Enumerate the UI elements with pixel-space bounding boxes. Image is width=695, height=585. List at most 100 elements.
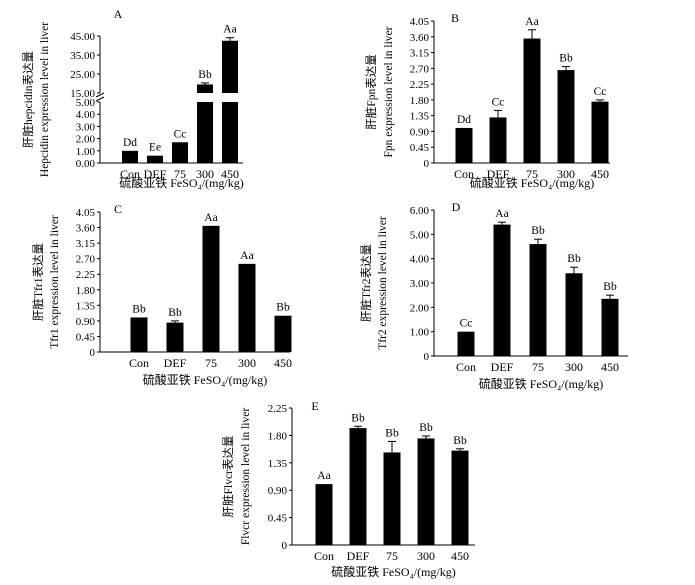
- y-tick-label: 2.25: [410, 79, 430, 91]
- y-tick-label: 0.90: [268, 485, 288, 497]
- y-axis-title-en: Fpn expression level in liver: [383, 26, 395, 157]
- y-tick-label: 25.00: [70, 69, 95, 81]
- bar: [274, 315, 292, 352]
- x-axis-title: 硫酸亚铁 FeSO₄/(mg/kg): [479, 376, 604, 391]
- significance-label: Bb: [198, 69, 212, 81]
- y-tick-label: 1.80: [268, 430, 288, 442]
- bar: [202, 225, 220, 352]
- y-tick-label: 45.00: [70, 31, 95, 43]
- y-axis-title-cn: 肝脏Tfr1表达量: [31, 243, 45, 321]
- y-tick-label: 1.00: [76, 146, 96, 158]
- y-tick-label: 6.00: [410, 205, 430, 217]
- x-tick-label: Con: [314, 549, 334, 563]
- axis-break-mark: [95, 96, 105, 102]
- panel-label: C: [114, 202, 122, 216]
- bar: [349, 428, 367, 545]
- y-tick-label: 5.00: [410, 229, 430, 241]
- x-tick-label: DEF: [164, 356, 187, 370]
- significance-label: Aa: [204, 212, 217, 224]
- x-tick-label: 300: [417, 549, 435, 563]
- significance-label: Bb: [168, 307, 182, 319]
- panel-label: D: [452, 200, 461, 214]
- y-tick-label: 0: [424, 158, 430, 170]
- y-tick-label: 1.80: [76, 285, 96, 297]
- y-tick-label: 35.00: [70, 50, 95, 62]
- significance-label: Bb: [351, 412, 365, 424]
- significance-label: Cc: [492, 96, 505, 108]
- y-tick-label: 1.35: [410, 111, 430, 123]
- panel-b: B 0 0.45 0.90 1.35 1.80 2.25 2.70 3.15 3.60 4.05 Dd…: [364, 11, 610, 190]
- x-tick-label: 300: [557, 167, 575, 181]
- axis-break-mark: [95, 92, 105, 98]
- y-tick-label: 2.25: [76, 269, 96, 281]
- significance-label: Cc: [174, 128, 187, 140]
- x-tick-label: Con: [454, 167, 474, 181]
- y-tick-label: 5.00: [76, 97, 96, 109]
- x-axis-title: 硫酸亚铁 FeSO₄/(mg/kg): [143, 372, 268, 387]
- y-tick-label: 2.00: [410, 302, 430, 314]
- bar: [197, 102, 213, 163]
- y-tick-label: 3.00: [410, 278, 430, 290]
- y-tick-label: 0: [424, 351, 430, 363]
- y-tick-label: 0.45: [76, 331, 96, 343]
- x-tick-label: DEF: [144, 167, 167, 181]
- significance-label: Aa: [317, 470, 330, 482]
- x-tick-label: 300: [238, 356, 256, 370]
- y-axis-title-cn: 肝脏Tfr2表达量: [359, 244, 373, 322]
- y-tick-label: 0: [282, 540, 288, 552]
- x-tick-label: 300: [565, 360, 583, 374]
- x-tick-label: Con: [456, 360, 476, 374]
- bar: [591, 101, 609, 163]
- panel-label: A: [114, 7, 123, 21]
- x-tick-label: 450: [601, 360, 619, 374]
- bar: [147, 155, 163, 163]
- y-tick-label: 4.05: [76, 207, 96, 219]
- bar: [197, 84, 213, 93]
- y-axis-title-en: Hepcidin expression level in liver: [39, 22, 51, 177]
- bar: [457, 331, 475, 356]
- panel-d: D 0 1.00 2.00 3.00 4.00 5.00 6.00 Cc Con Aa DEF Bb 75…: [359, 200, 628, 391]
- significance-label: Ee: [149, 142, 161, 154]
- significance-label: Aa: [525, 16, 538, 28]
- y-tick-label: 0.00: [76, 158, 96, 170]
- x-tick-label: DEF: [491, 360, 514, 374]
- y-tick-label: 1.35: [76, 300, 96, 312]
- x-axis-title: 硫酸亚铁 FeSO₄/(mg/kg): [331, 564, 456, 579]
- y-tick-label: 0.45: [410, 142, 430, 154]
- bar: [130, 317, 148, 352]
- y-tick-label: 0.90: [410, 126, 430, 138]
- bar: [383, 452, 401, 545]
- x-axis-title: 硫酸亚铁 FeSO₄/(mg/kg): [470, 175, 595, 190]
- bar: [122, 150, 138, 163]
- y-tick-label: 0.90: [76, 316, 96, 328]
- y-axis-title-en: Tfr1 expression level in liver: [49, 215, 61, 349]
- bar: [451, 450, 469, 545]
- y-tick-label: 4.00: [410, 254, 430, 266]
- bar: [557, 70, 575, 163]
- significance-label: Bb: [603, 281, 617, 293]
- bar: [565, 273, 583, 356]
- significance-label: Cc: [594, 86, 607, 98]
- bar: [523, 38, 541, 163]
- significance-label: Aa: [495, 208, 508, 220]
- x-tick-label: 75: [174, 167, 186, 181]
- bar: [222, 102, 238, 163]
- panel-label: B: [451, 11, 459, 25]
- significance-label: Bb: [419, 422, 433, 434]
- y-tick-label: 4.00: [76, 109, 96, 121]
- y-tick-label: 2.25: [268, 403, 288, 415]
- y-tick-label: 1.80: [410, 95, 430, 107]
- y-tick-label: 1.00: [410, 327, 430, 339]
- x-tick-label: Con: [120, 167, 140, 181]
- x-tick-label: 75: [526, 167, 538, 181]
- panel-c: C 0 0.45 0.90 1.35 1.80 2.25 2.70 3.15 3.60 4.05 Bb…: [31, 202, 292, 387]
- x-tick-label: DEF: [487, 167, 510, 181]
- y-tick-label: 2.70: [410, 63, 430, 75]
- y-axis-title-en: Flvcr expression level in liver: [240, 408, 252, 545]
- y-axis-title-cn: 肝脏Flvcr表达量: [221, 436, 235, 518]
- significance-label: Bb: [132, 303, 146, 315]
- x-tick-label: DEF: [347, 549, 370, 563]
- x-axis-title: 硫酸亚铁 FeSO₄/(mg/kg): [119, 175, 244, 190]
